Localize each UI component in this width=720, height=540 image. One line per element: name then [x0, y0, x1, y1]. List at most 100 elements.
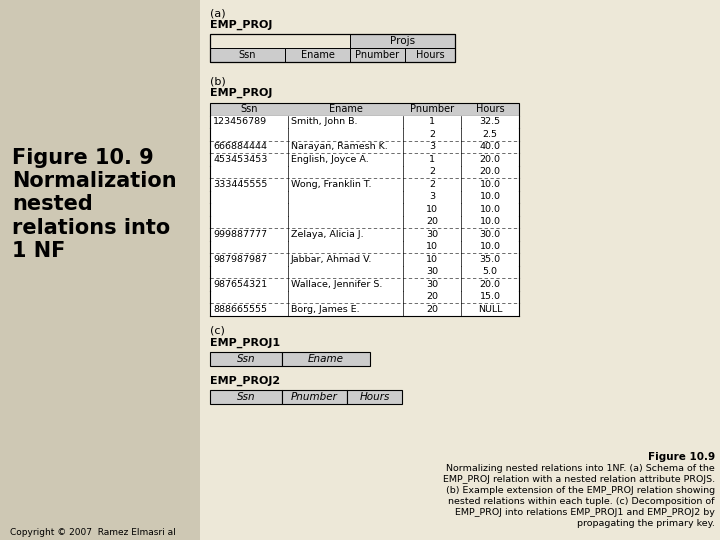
Text: (b): (b) — [210, 76, 226, 86]
Text: EMP_PROJ: EMP_PROJ — [210, 20, 272, 30]
Text: Ename: Ename — [328, 104, 362, 114]
Bar — [350, 34, 455, 48]
Text: EMP_PROJ1: EMP_PROJ1 — [210, 338, 280, 348]
Bar — [210, 253, 519, 266]
Text: Ssn: Ssn — [237, 392, 256, 402]
Text: 10.0: 10.0 — [480, 192, 500, 201]
Text: 123456789: 123456789 — [213, 117, 267, 126]
Text: 2: 2 — [429, 130, 435, 139]
Text: 20.0: 20.0 — [480, 155, 500, 164]
Text: English, Joyce A.: English, Joyce A. — [291, 155, 369, 164]
Bar — [210, 48, 285, 62]
Bar — [210, 215, 519, 228]
Bar — [210, 352, 282, 366]
Text: Copyright © 2007  Ramez Elmasri al: Copyright © 2007 Ramez Elmasri al — [10, 528, 176, 537]
Bar — [210, 291, 519, 303]
Bar — [210, 228, 519, 240]
Text: Narayan, Ramesh K.: Narayan, Ramesh K. — [291, 142, 388, 151]
Text: 5.0: 5.0 — [482, 267, 498, 276]
Text: 2: 2 — [429, 167, 435, 176]
Text: 20: 20 — [426, 292, 438, 301]
Bar — [210, 266, 519, 278]
Bar — [0, 0, 200, 540]
Bar — [210, 153, 519, 165]
Text: 987654321: 987654321 — [213, 280, 267, 289]
Text: 10.0: 10.0 — [480, 242, 500, 251]
Text: 1: 1 — [429, 155, 435, 164]
Text: Figure 10. 9
Normalization
nested
relations into
1 NF: Figure 10. 9 Normalization nested relati… — [12, 148, 176, 261]
Text: 20: 20 — [426, 217, 438, 226]
Bar — [210, 191, 519, 203]
Text: 35.0: 35.0 — [480, 255, 500, 264]
Text: Pnumber: Pnumber — [356, 50, 400, 60]
Text: 666884444: 666884444 — [213, 142, 267, 151]
Text: 10: 10 — [426, 255, 438, 264]
Text: 3: 3 — [429, 192, 435, 201]
Bar — [210, 116, 519, 128]
Bar — [288, 103, 403, 116]
Text: Pnumber: Pnumber — [410, 104, 454, 114]
Bar — [350, 48, 405, 62]
Text: 10.0: 10.0 — [480, 217, 500, 226]
Bar — [210, 203, 519, 215]
Text: Ssn: Ssn — [240, 104, 258, 114]
Text: 30: 30 — [426, 267, 438, 276]
Text: Ename: Ename — [300, 50, 334, 60]
Text: 2: 2 — [429, 180, 435, 189]
Text: Hours: Hours — [359, 392, 390, 402]
Bar — [210, 34, 455, 62]
Text: Ssn: Ssn — [239, 50, 256, 60]
Text: 888665555: 888665555 — [213, 305, 267, 314]
Text: Pnumber: Pnumber — [291, 392, 338, 402]
Text: 20: 20 — [426, 305, 438, 314]
Text: Smith, John B.: Smith, John B. — [291, 117, 358, 126]
Text: Wallace, Jennifer S.: Wallace, Jennifer S. — [291, 280, 382, 289]
Text: Jabbar, Ahmad V.: Jabbar, Ahmad V. — [291, 255, 372, 264]
Bar — [347, 389, 402, 403]
Text: 10: 10 — [426, 205, 438, 214]
Text: 987987987: 987987987 — [213, 255, 267, 264]
Text: NULL: NULL — [478, 305, 503, 314]
Text: (a): (a) — [210, 8, 225, 18]
Text: 1: 1 — [429, 117, 435, 126]
Text: 40.0: 40.0 — [480, 142, 500, 151]
Bar — [210, 303, 519, 315]
Text: propagating the primary key.: propagating the primary key. — [577, 519, 715, 528]
Text: (c): (c) — [210, 326, 225, 335]
Bar — [210, 278, 519, 291]
Text: 32.5: 32.5 — [480, 117, 500, 126]
Bar — [461, 103, 519, 116]
Bar — [210, 178, 519, 191]
Text: 20.0: 20.0 — [480, 167, 500, 176]
Bar — [210, 140, 519, 153]
Bar — [210, 240, 519, 253]
Text: Zelaya, Alicia J.: Zelaya, Alicia J. — [291, 230, 364, 239]
Text: 999887777: 999887777 — [213, 230, 267, 239]
Text: Borg, James E.: Borg, James E. — [291, 305, 359, 314]
Bar — [210, 103, 519, 116]
Bar — [282, 352, 370, 366]
Text: Ssn: Ssn — [237, 354, 256, 363]
Text: 2.5: 2.5 — [482, 130, 498, 139]
Text: Hours: Hours — [415, 50, 444, 60]
Bar — [405, 48, 455, 62]
Text: 15.0: 15.0 — [480, 292, 500, 301]
Bar — [210, 103, 288, 116]
Text: 20.0: 20.0 — [480, 280, 500, 289]
Text: EMP_PROJ relation with a nested relation attribute PROJS.: EMP_PROJ relation with a nested relation… — [443, 475, 715, 484]
Bar — [210, 128, 519, 140]
Text: Projs: Projs — [390, 36, 415, 46]
Bar — [210, 389, 282, 403]
Text: EMP_PROJ into relations EMP_PROJ1 and EMP_PROJ2 by: EMP_PROJ into relations EMP_PROJ1 and EM… — [455, 508, 715, 517]
Text: 30.0: 30.0 — [480, 230, 500, 239]
Text: EMP_PROJ2: EMP_PROJ2 — [210, 375, 280, 386]
Text: (b) Example extension of the EMP_PROJ relation showing: (b) Example extension of the EMP_PROJ re… — [446, 486, 715, 495]
Text: Figure 10.9: Figure 10.9 — [648, 452, 715, 462]
Text: 30: 30 — [426, 280, 438, 289]
Text: 30: 30 — [426, 230, 438, 239]
Text: 333445555: 333445555 — [213, 180, 267, 189]
Text: 10: 10 — [426, 242, 438, 251]
Text: Hours: Hours — [476, 104, 504, 114]
Text: Normalizing nested relations into 1NF. (a) Schema of the: Normalizing nested relations into 1NF. (… — [446, 464, 715, 473]
Bar — [282, 389, 347, 403]
